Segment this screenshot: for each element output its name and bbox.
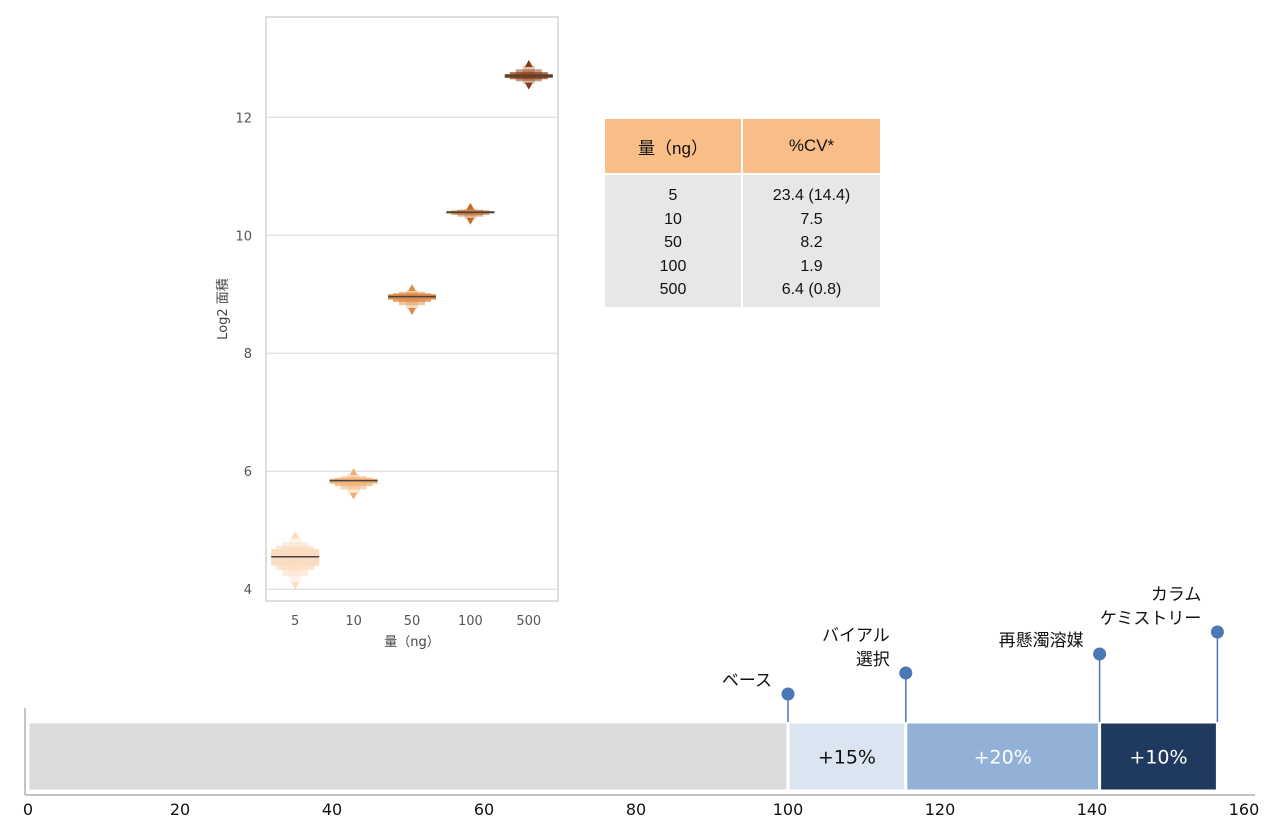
x-tick-label: 10	[345, 614, 362, 629]
milestone-label: 再懸濁溶媒	[999, 631, 1084, 651]
outlier-marker-low	[349, 492, 358, 500]
y-tick-label: 4	[244, 583, 252, 598]
outlier-marker-high	[291, 531, 300, 539]
bar-segment	[1098, 720, 1219, 793]
plot-frame	[265, 16, 559, 602]
y-tick-label: 10	[235, 229, 252, 244]
milestone: 再懸濁溶媒	[999, 631, 1107, 722]
milestone-label: カラム	[1151, 585, 1202, 605]
x-tick-label: 120	[925, 800, 956, 819]
outlier-marker-high	[349, 468, 358, 476]
boxen-marks	[271, 59, 553, 590]
amount-column-header: 量（ng）	[605, 119, 743, 174]
boxen-group	[329, 468, 378, 500]
y-axis-label: Log2 面積	[216, 278, 231, 340]
outlier-marker-high	[408, 284, 416, 292]
boxen-group	[388, 284, 436, 315]
x-tick-label: 100	[773, 800, 804, 819]
milestone-label: ベース	[722, 671, 772, 691]
milestone: ベース	[722, 671, 795, 722]
cv-value: 1.9	[800, 257, 823, 275]
x-tick-label: 60	[474, 800, 494, 819]
boxen-group	[446, 202, 495, 225]
milestone-label: ケミストリー	[1100, 609, 1202, 629]
x-tick-labels: 0 20 40 60 80 100 120 140 160	[23, 800, 1259, 819]
milestone-label: 選択	[856, 650, 890, 670]
cv-value: 23.4 (14.4)	[772, 187, 851, 204]
y-tick-label: 12	[235, 111, 252, 126]
cv-table: 量（ng） %CV* 5 10 50 100 500 23.4 (14.4) 7…	[605, 119, 880, 307]
cv-value: 7.5	[800, 210, 823, 228]
amount-cell: 5 10 50 100 500	[605, 173, 743, 307]
bar-segment	[26, 720, 790, 793]
gridlines	[266, 116, 558, 590]
bar-segment	[786, 720, 908, 793]
milestone-label: バイアル	[822, 626, 890, 646]
boxen-group	[504, 59, 553, 90]
outlier-marker-high	[524, 59, 533, 67]
y-tick-label: 8	[244, 347, 252, 362]
outlier-marker-low	[524, 82, 533, 90]
table-header-row: 量（ng） %CV*	[605, 119, 880, 174]
milestone-marker	[1093, 647, 1107, 661]
cv-value: 6.4 (0.8)	[781, 281, 842, 298]
boxen-chart: 4 6 8 10 12 5 10 50 100 500 量（ng） Log2 面積	[216, 16, 559, 650]
x-tick-label: 500	[516, 614, 541, 629]
x-tick-label: 20	[170, 800, 190, 819]
x-tick-label: 0	[23, 800, 33, 819]
y-tick-labels: 4 6 8 10 12	[235, 111, 252, 598]
milestone-marker	[899, 666, 913, 680]
x-tick-label: 40	[322, 800, 342, 819]
x-axis-label: 量（ng）	[384, 635, 440, 650]
milestone-marker	[781, 687, 795, 701]
outlier-marker-low	[466, 217, 475, 225]
x-tick-labels: 5 10 50 100 500	[291, 614, 541, 629]
amount-value: 100	[659, 257, 687, 275]
x-tick-label: 50	[404, 614, 421, 629]
x-tick-label: 5	[291, 614, 299, 629]
segment-label: +15%	[818, 747, 876, 769]
cv-value: 8.2	[800, 234, 823, 251]
outlier-marker-low	[291, 582, 300, 590]
amount-value: 500	[659, 281, 687, 298]
outlier-marker-low	[408, 308, 416, 315]
bar-segments: +15% +20% +10%	[26, 720, 1219, 793]
cv-column-header: %CV*	[742, 119, 880, 174]
x-tick-label: 100	[458, 614, 483, 629]
milestone-marker	[1210, 625, 1224, 639]
table-body-row: 5 10 50 100 500 23.4 (14.4) 7.5 8.2 1.9 …	[605, 173, 880, 307]
y-tick-label: 6	[244, 465, 252, 480]
x-tick-label: 160	[1229, 800, 1260, 819]
segment-label: +20%	[974, 747, 1032, 769]
amount-value: 5	[668, 187, 678, 204]
amount-value: 50	[664, 234, 682, 251]
cv-cell: 23.4 (14.4) 7.5 8.2 1.9 6.4 (0.8)	[742, 173, 880, 307]
x-tick-label: 80	[626, 800, 646, 819]
segment-label: +10%	[1129, 747, 1187, 769]
x-tick-label: 140	[1077, 800, 1108, 819]
outlier-marker-high	[466, 202, 475, 210]
boxen-group	[271, 531, 320, 590]
amount-value: 10	[664, 210, 682, 228]
